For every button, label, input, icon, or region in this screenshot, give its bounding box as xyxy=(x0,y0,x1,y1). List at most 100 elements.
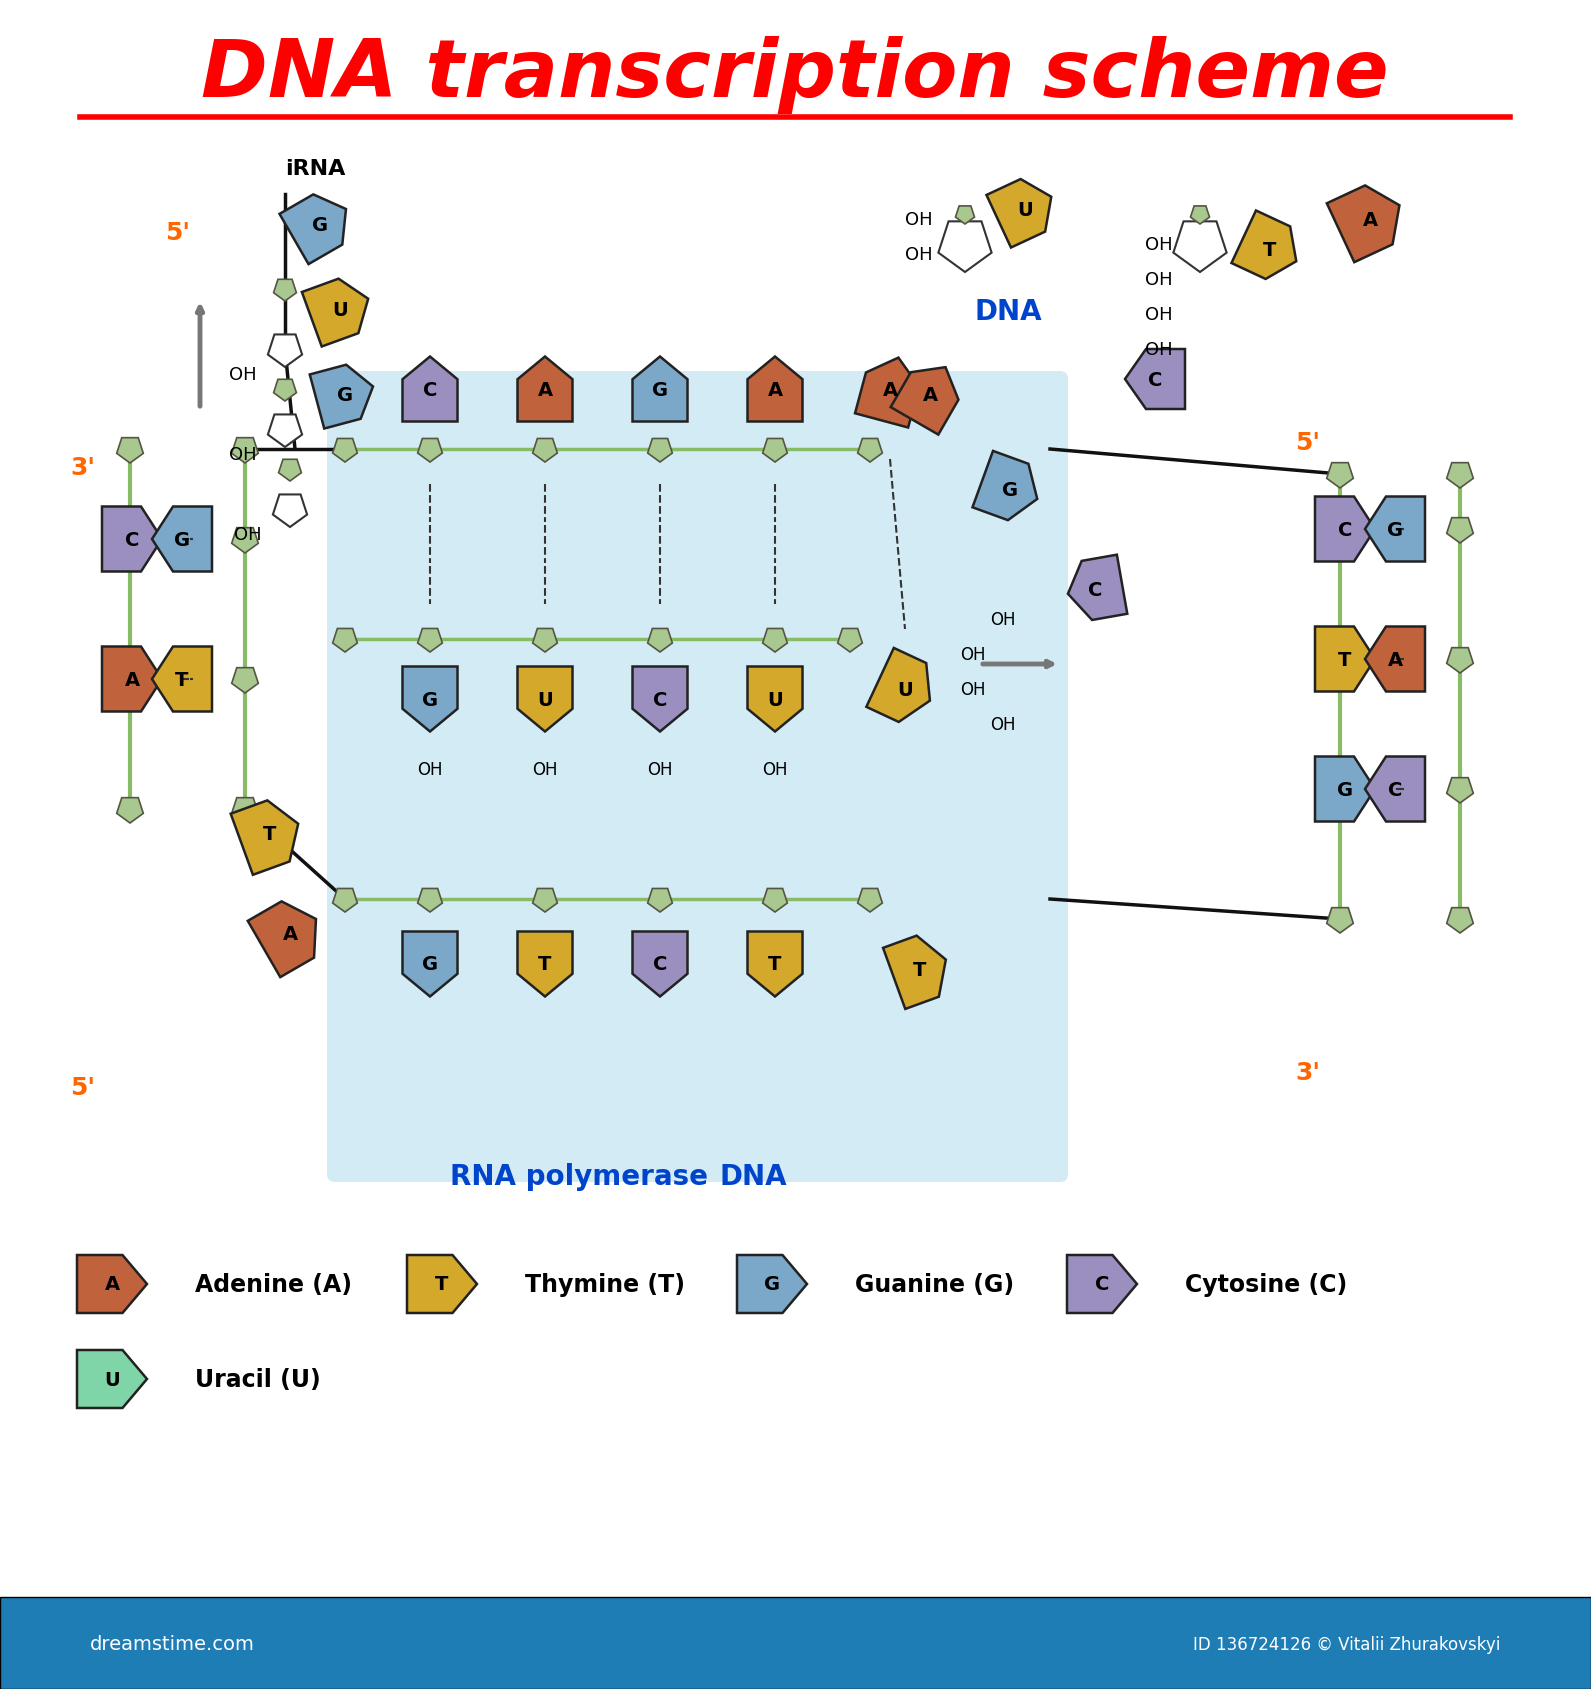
Text: OH: OH xyxy=(1146,306,1173,324)
Polygon shape xyxy=(1446,649,1473,674)
Text: DNA transcription scheme: DNA transcription scheme xyxy=(200,35,1389,113)
Text: C: C xyxy=(652,691,667,709)
Text: Guanine (G): Guanine (G) xyxy=(854,1272,1013,1295)
Polygon shape xyxy=(102,647,162,713)
Text: 3': 3' xyxy=(70,456,95,480)
Polygon shape xyxy=(956,206,975,225)
Polygon shape xyxy=(333,888,358,912)
Polygon shape xyxy=(1327,463,1354,488)
Text: Cytosine (C): Cytosine (C) xyxy=(1185,1272,1348,1295)
Text: C: C xyxy=(1338,520,1352,539)
Polygon shape xyxy=(1446,909,1473,934)
Polygon shape xyxy=(274,380,296,402)
Polygon shape xyxy=(748,667,802,731)
Text: G: G xyxy=(312,216,328,235)
Polygon shape xyxy=(891,368,958,436)
Text: C: C xyxy=(1387,780,1402,799)
Text: T: T xyxy=(768,954,781,975)
Polygon shape xyxy=(1174,223,1227,274)
Polygon shape xyxy=(986,181,1052,248)
Text: 3': 3' xyxy=(1295,1061,1321,1084)
Text: G: G xyxy=(422,954,438,975)
Polygon shape xyxy=(858,888,883,912)
Text: T: T xyxy=(538,954,552,975)
Polygon shape xyxy=(517,358,573,422)
Text: U: U xyxy=(1017,201,1033,220)
Text: DNA: DNA xyxy=(975,297,1042,326)
Polygon shape xyxy=(1365,497,1426,562)
Text: DNA: DNA xyxy=(721,1162,788,1191)
Text: G: G xyxy=(1387,520,1403,539)
Text: G: G xyxy=(764,1275,780,1294)
Polygon shape xyxy=(972,451,1037,520)
Text: 5': 5' xyxy=(1295,431,1321,454)
Polygon shape xyxy=(837,628,862,652)
Text: A: A xyxy=(767,380,783,399)
Text: OH: OH xyxy=(648,760,673,779)
FancyBboxPatch shape xyxy=(328,372,1068,1182)
Polygon shape xyxy=(232,529,258,554)
Text: A: A xyxy=(883,380,897,399)
Polygon shape xyxy=(231,801,298,875)
Polygon shape xyxy=(748,932,802,997)
Polygon shape xyxy=(533,888,557,912)
Polygon shape xyxy=(417,439,442,463)
Polygon shape xyxy=(232,669,258,694)
Polygon shape xyxy=(533,439,557,463)
Polygon shape xyxy=(1446,779,1473,804)
Text: OH: OH xyxy=(990,611,1015,628)
Text: OH: OH xyxy=(905,247,932,263)
Polygon shape xyxy=(1316,497,1375,562)
Polygon shape xyxy=(274,495,307,527)
Polygon shape xyxy=(867,649,929,723)
Text: T: T xyxy=(264,824,277,844)
Text: OH: OH xyxy=(229,367,256,383)
Polygon shape xyxy=(1327,909,1354,934)
Polygon shape xyxy=(1190,206,1209,225)
Polygon shape xyxy=(1365,627,1426,692)
Polygon shape xyxy=(232,439,258,464)
Polygon shape xyxy=(280,196,345,265)
Polygon shape xyxy=(403,358,458,422)
Text: A: A xyxy=(105,1275,119,1294)
Text: T: T xyxy=(175,671,189,689)
Polygon shape xyxy=(517,932,573,997)
Polygon shape xyxy=(116,669,143,694)
Polygon shape xyxy=(333,628,358,652)
Text: OH: OH xyxy=(959,681,985,699)
Polygon shape xyxy=(648,628,673,652)
Polygon shape xyxy=(1125,350,1185,410)
Text: G: G xyxy=(422,691,438,709)
Text: C: C xyxy=(1095,1275,1109,1294)
Polygon shape xyxy=(232,799,258,824)
Polygon shape xyxy=(1231,211,1297,280)
Polygon shape xyxy=(267,415,302,448)
Polygon shape xyxy=(153,647,212,713)
Polygon shape xyxy=(1316,757,1375,823)
Text: T: T xyxy=(1338,650,1352,669)
Polygon shape xyxy=(1068,1255,1138,1314)
Text: OH: OH xyxy=(1146,236,1173,253)
Polygon shape xyxy=(762,439,788,463)
Polygon shape xyxy=(1316,627,1375,692)
Polygon shape xyxy=(1068,556,1128,620)
Text: OH: OH xyxy=(533,760,558,779)
Text: A: A xyxy=(1387,650,1403,669)
Polygon shape xyxy=(302,279,368,348)
Polygon shape xyxy=(1446,463,1473,488)
Polygon shape xyxy=(333,439,358,463)
Text: OH: OH xyxy=(905,211,932,230)
Text: G: G xyxy=(1002,480,1018,500)
Polygon shape xyxy=(1327,779,1354,804)
Text: U: U xyxy=(538,691,554,709)
Text: G: G xyxy=(1336,780,1352,799)
Polygon shape xyxy=(762,628,788,652)
Text: G: G xyxy=(173,530,189,549)
Text: OH: OH xyxy=(959,645,985,664)
Polygon shape xyxy=(517,667,573,731)
Text: A: A xyxy=(124,671,140,689)
Polygon shape xyxy=(116,529,143,554)
Polygon shape xyxy=(248,902,317,978)
Polygon shape xyxy=(633,358,687,422)
Text: A: A xyxy=(538,380,552,399)
